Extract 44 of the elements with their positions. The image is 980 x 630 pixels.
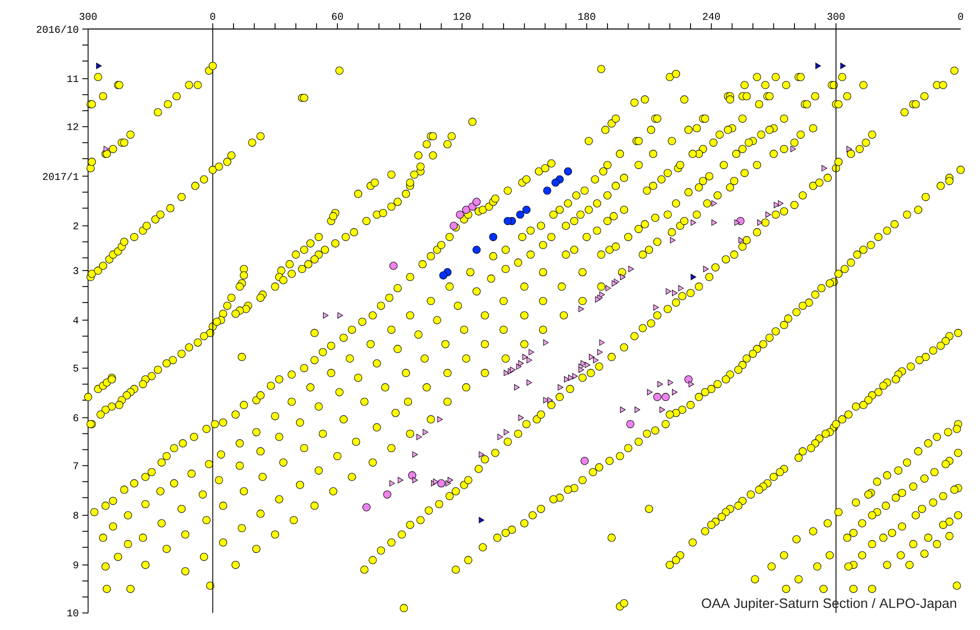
y-tick-label: 11 xyxy=(67,75,78,82)
point xyxy=(626,420,634,428)
y-tick-label: 4 xyxy=(73,316,78,324)
x-tick-label: 240 xyxy=(702,12,720,20)
x-tick-label: 300 xyxy=(827,12,845,20)
point xyxy=(662,392,670,401)
point xyxy=(472,246,481,254)
y-tick-label: 5 xyxy=(73,364,78,372)
point xyxy=(551,178,560,187)
y-tick-label: 7 xyxy=(74,462,78,469)
point xyxy=(543,186,552,195)
y-tick-label: 12 xyxy=(67,123,78,130)
point xyxy=(389,262,398,270)
point xyxy=(383,490,392,498)
point xyxy=(653,392,662,401)
point xyxy=(690,274,696,280)
point xyxy=(580,456,589,465)
y-tick-label: 2 xyxy=(73,222,78,230)
point xyxy=(362,503,371,512)
point xyxy=(439,271,448,280)
y-tick-label: 3 xyxy=(73,266,78,274)
x-tick-label: 60 xyxy=(332,12,343,20)
y-tick-label: 9 xyxy=(73,561,78,568)
point xyxy=(456,210,464,219)
point xyxy=(408,471,416,480)
point xyxy=(564,167,572,176)
point xyxy=(489,232,498,241)
x-tick-label: 0 xyxy=(210,12,216,20)
x-tick-label: 120 xyxy=(454,12,471,20)
point xyxy=(472,198,481,206)
y-tick-label: 2016/10 xyxy=(36,25,78,33)
point xyxy=(437,479,446,488)
x-tick-label: 180 xyxy=(578,12,596,20)
point xyxy=(478,516,484,524)
y-tick-label: 8 xyxy=(73,512,78,519)
point xyxy=(504,216,512,225)
point xyxy=(516,210,524,219)
y-tick-label: 6 xyxy=(74,414,78,422)
y-tick-label: 2017/1 xyxy=(42,172,78,180)
y-tick-label: 10 xyxy=(67,609,78,616)
point xyxy=(522,206,530,214)
point xyxy=(462,206,470,214)
point xyxy=(684,375,693,384)
point xyxy=(815,62,821,69)
